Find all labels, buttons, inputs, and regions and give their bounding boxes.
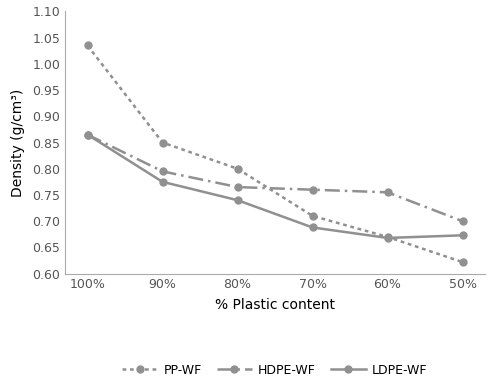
LDPE-WF bbox=[310, 225, 316, 230]
X-axis label: % Plastic content: % Plastic content bbox=[215, 298, 335, 312]
Line: HDPE-WF: HDPE-WF bbox=[84, 131, 466, 225]
HDPE-WF bbox=[310, 187, 316, 192]
PP-WF bbox=[384, 234, 390, 239]
PP-WF bbox=[234, 166, 240, 171]
LDPE-WF bbox=[384, 236, 390, 240]
HDPE-WF bbox=[160, 169, 166, 174]
HDPE-WF bbox=[234, 185, 240, 189]
LDPE-WF bbox=[234, 198, 240, 203]
LDPE-WF bbox=[460, 233, 466, 238]
PP-WF bbox=[460, 260, 466, 264]
HDPE-WF bbox=[384, 190, 390, 195]
PP-WF bbox=[160, 140, 166, 145]
PP-WF bbox=[84, 43, 90, 48]
Line: PP-WF: PP-WF bbox=[84, 42, 466, 266]
HDPE-WF bbox=[84, 132, 90, 137]
LDPE-WF bbox=[84, 132, 90, 137]
HDPE-WF bbox=[460, 219, 466, 223]
LDPE-WF bbox=[160, 180, 166, 184]
Y-axis label: Density (g/cm³): Density (g/cm³) bbox=[11, 89, 25, 196]
PP-WF bbox=[310, 214, 316, 218]
Legend: PP-WF, HDPE-WF, LDPE-WF: PP-WF, HDPE-WF, LDPE-WF bbox=[118, 358, 432, 380]
Line: LDPE-WF: LDPE-WF bbox=[84, 131, 466, 241]
